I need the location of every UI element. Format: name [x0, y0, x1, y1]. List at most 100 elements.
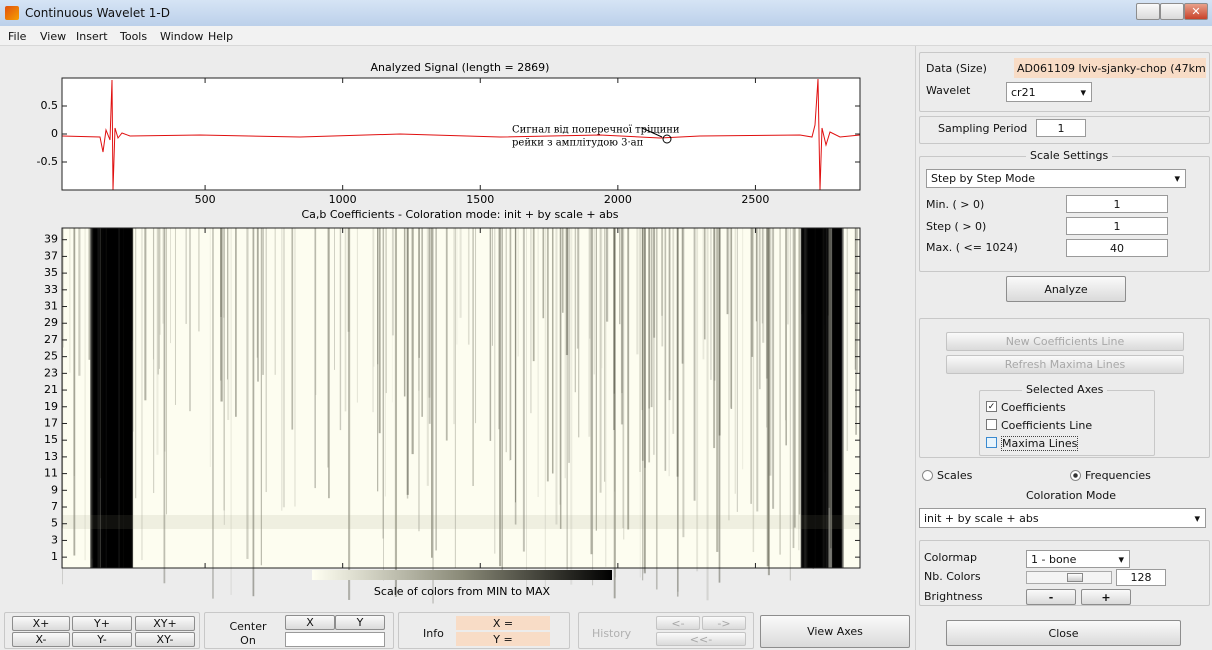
sampling-label: Sampling Period — [938, 122, 1027, 135]
colormap-popup[interactable]: 1 - bone — [1026, 550, 1130, 568]
sampling-input[interactable]: 1 — [1036, 119, 1086, 137]
coef-stripe — [596, 228, 597, 531]
coef-stripe — [160, 228, 161, 335]
history-button[interactable]: -> — [702, 616, 746, 630]
menu-item[interactable]: File — [8, 26, 26, 46]
checkbox-label: Coefficients Line — [1001, 419, 1092, 432]
radio[interactable] — [1070, 470, 1081, 481]
menu-item[interactable]: Tools — [120, 26, 147, 46]
y-tick-label: 0.5 — [41, 99, 59, 112]
zoom-button[interactable]: Y+ — [72, 616, 132, 631]
coef-stripe — [769, 228, 770, 476]
nb-colors-label: Nb. Colors — [924, 570, 981, 583]
coef-stripe — [429, 228, 431, 424]
y-tick-label: 39 — [44, 233, 58, 246]
menu-item[interactable]: View — [40, 26, 66, 46]
coef-stripe — [737, 228, 738, 512]
y-tick-label: 17 — [44, 416, 58, 429]
coloration-popup[interactable]: init + by scale + abs — [919, 508, 1206, 528]
close-button[interactable]: Close — [946, 620, 1181, 646]
coef-stripe — [63, 228, 64, 348]
checkbox-label: Coefficients — [1001, 401, 1066, 414]
close-window-button[interactable]: ✕ — [1184, 3, 1208, 20]
coef-stripe — [189, 228, 190, 411]
coef-stripe — [594, 228, 595, 374]
y-tick-label: 37 — [44, 249, 58, 262]
coef-stripe — [653, 228, 655, 338]
zoom-button[interactable]: XY- — [135, 632, 195, 647]
view-axes-button[interactable]: View Axes — [760, 615, 910, 648]
colorbar — [312, 570, 612, 580]
center-button[interactable]: Y — [335, 615, 385, 630]
min-input[interactable]: 1 — [1066, 195, 1168, 213]
window-title: Continuous Wavelet 1-D — [25, 0, 170, 26]
coef-stripe — [404, 228, 405, 396]
zoom-button[interactable]: Y- — [72, 632, 132, 647]
nb-colors-input[interactable]: 128 — [1116, 569, 1166, 586]
wavelet-popup[interactable]: cr21 — [1006, 82, 1092, 102]
coef-stripe — [589, 228, 590, 339]
refresh-button[interactable]: Refresh Maxima Lines — [946, 355, 1184, 374]
coef-stripe — [283, 228, 285, 507]
coef-stripe — [395, 228, 397, 597]
history-button[interactable]: <<- — [656, 632, 746, 646]
coef-stripe — [614, 228, 616, 598]
checkbox[interactable] — [986, 437, 997, 448]
coef-stripe — [379, 228, 381, 433]
analyze-button[interactable]: Analyze — [1006, 276, 1126, 302]
center-input[interactable] — [285, 632, 385, 647]
coef-stripe — [799, 228, 801, 515]
coef-stripe — [186, 228, 187, 324]
coef-stripe — [262, 228, 264, 375]
coef-stripe — [600, 228, 602, 493]
menu-item[interactable]: Window — [160, 26, 203, 46]
max-label: Max. ( <= 1024) — [926, 241, 1018, 254]
y-tick-label: 19 — [44, 400, 58, 413]
coef-stripe — [392, 228, 394, 335]
brightness-button[interactable]: + — [1081, 589, 1131, 605]
menu-item[interactable]: Help — [208, 26, 233, 46]
coef-stripe — [166, 228, 167, 514]
info-label: Info — [423, 627, 444, 640]
nb-colors-slider[interactable] — [1026, 571, 1112, 584]
radio[interactable] — [922, 470, 933, 481]
coef-stripe — [460, 228, 462, 318]
checkbox[interactable] — [986, 419, 997, 430]
coef-stripe — [506, 228, 507, 452]
coef-stripe — [175, 228, 176, 405]
history-button[interactable]: <- — [656, 616, 700, 630]
y-tick-label: 5 — [51, 517, 58, 530]
zoom-button[interactable]: XY+ — [135, 616, 195, 631]
coef-stripe — [492, 228, 493, 346]
coef-stripe — [472, 228, 473, 486]
coef-stripe — [627, 228, 629, 529]
slider-thumb[interactable] — [1067, 573, 1083, 582]
coef-stripe — [570, 228, 572, 585]
brightness-button[interactable]: - — [1026, 589, 1076, 605]
coef-stripe — [157, 228, 159, 374]
center-button[interactable]: X — [285, 615, 335, 630]
coef-stripe — [794, 228, 796, 528]
coef-stripe — [703, 228, 705, 359]
step-input[interactable]: 1 — [1066, 217, 1168, 235]
coef-stripe — [735, 228, 736, 494]
coef-stripe — [446, 228, 448, 441]
menu-bar: File View Insert Tools Window Help — [0, 26, 1212, 46]
menu-item[interactable]: Insert — [76, 26, 108, 46]
minimize-button[interactable] — [1136, 3, 1160, 20]
scale-settings-title: Scale Settings — [1026, 149, 1112, 162]
checkbox[interactable]: ✓ — [986, 401, 997, 412]
coef-stripe — [779, 228, 781, 555]
coef-stripe — [578, 228, 579, 437]
mode-popup[interactable]: Step by Step Mode — [926, 169, 1186, 188]
maximize-button[interactable] — [1160, 3, 1184, 20]
coef-stripe — [665, 228, 667, 471]
coef-stripe — [494, 228, 495, 554]
new-line-button[interactable]: New Coefficients Line — [946, 332, 1184, 351]
coef-stripe — [515, 228, 516, 502]
coef-stripe — [69, 228, 70, 373]
zoom-button[interactable]: X+ — [12, 616, 70, 631]
max-input[interactable]: 40 — [1066, 239, 1168, 257]
zoom-button[interactable]: X- — [12, 632, 70, 647]
signal-axes — [62, 78, 860, 190]
